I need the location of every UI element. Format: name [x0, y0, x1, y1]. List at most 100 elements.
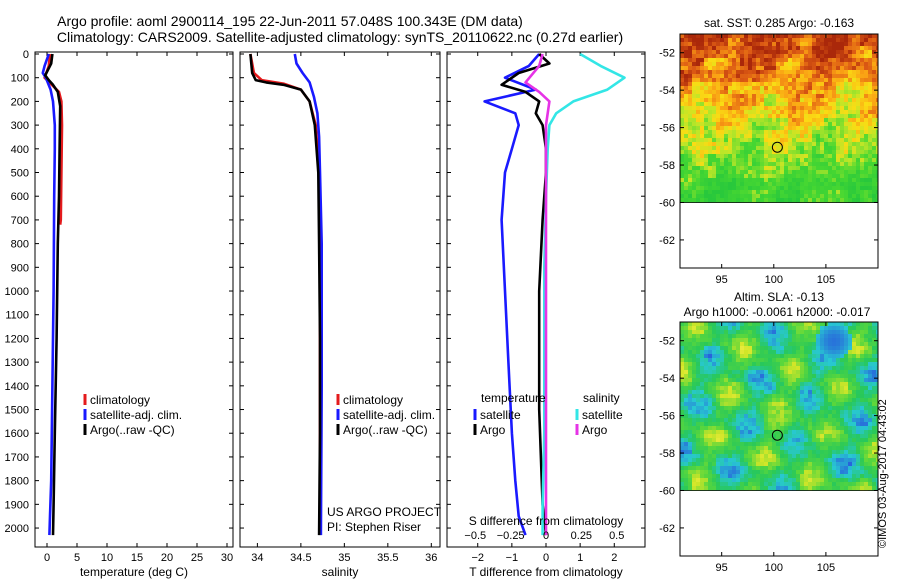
heatmap-cell [716, 134, 721, 139]
heatmap-cell [716, 382, 721, 387]
heatmap-cell [700, 154, 705, 159]
heatmap-cell [812, 322, 817, 327]
heatmap-cell [764, 62, 769, 67]
heatmap-cell [872, 362, 877, 367]
heatmap-cell [792, 478, 797, 483]
heatmap-cell [824, 154, 829, 159]
heatmap-cell [876, 382, 879, 387]
heatmap-cell [820, 354, 825, 359]
heatmap-cell [756, 42, 761, 47]
heatmap-cell [844, 134, 849, 139]
heatmap-cell [804, 70, 809, 75]
heatmap-cell [840, 378, 845, 383]
heatmap-cell [848, 198, 853, 203]
heatmap-cell [792, 394, 797, 399]
heatmap-cell [868, 182, 873, 187]
heatmap-cell [824, 42, 829, 47]
heatmap-cell [876, 66, 879, 71]
heatmap-cell [736, 414, 741, 419]
heatmap-cell [828, 370, 833, 375]
heatmap-cell [724, 398, 729, 403]
heatmap-cell [844, 142, 849, 147]
heatmap-cell [824, 122, 829, 127]
heatmap-cell [744, 174, 749, 179]
heatmap-cell [840, 134, 845, 139]
heatmap-cell [688, 426, 693, 431]
heatmap-cell [820, 106, 825, 111]
heatmap-cell [816, 374, 821, 379]
heatmap-cell [872, 342, 877, 347]
heatmap-cell [764, 50, 769, 55]
heatmap-cell [752, 454, 757, 459]
heatmap-cell [860, 150, 865, 155]
heatmap-cell [860, 426, 865, 431]
y-tick-label: 1100 [5, 310, 29, 322]
heatmap-cell [824, 78, 829, 83]
heatmap-cell [836, 174, 841, 179]
heatmap-cell [872, 422, 877, 427]
heatmap-cell [692, 82, 697, 87]
heatmap-cell [744, 434, 749, 439]
x-tick-label: 34.5 [290, 552, 311, 564]
heatmap-cell [848, 382, 853, 387]
heatmap-cell [856, 138, 861, 143]
heatmap-cell [688, 74, 693, 79]
heatmap-cell [764, 170, 769, 175]
heatmap-cell [780, 482, 785, 487]
heatmap-cell [792, 66, 797, 71]
heatmap-cell [748, 198, 753, 203]
heatmap-cell [716, 462, 721, 467]
heatmap-cell [732, 482, 737, 487]
heatmap-cell [712, 170, 717, 175]
heatmap-cell [848, 350, 853, 355]
heatmap-cell [692, 462, 697, 467]
heatmap-cell [776, 358, 781, 363]
heatmap-cell [720, 478, 725, 483]
heatmap-cell [728, 146, 733, 151]
heatmap-cell [724, 466, 729, 471]
heatmap-cell [832, 78, 837, 83]
heatmap-cell [836, 418, 841, 423]
heatmap-cell [820, 478, 825, 483]
heatmap-cell [796, 142, 801, 147]
heatmap-cell [856, 62, 861, 67]
heatmap-cell [760, 418, 765, 423]
heatmap-cell [860, 118, 865, 123]
heatmap-cell [740, 38, 745, 43]
heatmap-cell [740, 54, 745, 59]
y-tick-label: -58 [659, 160, 675, 172]
heatmap-cell [768, 466, 773, 471]
heatmap-cell [740, 474, 745, 479]
heatmap-cell [780, 438, 785, 443]
heatmap-cell [848, 146, 853, 151]
heatmap-cell [744, 90, 749, 95]
heatmap-cell [804, 142, 809, 147]
heatmap-cell [780, 386, 785, 391]
heatmap-cell [776, 154, 781, 159]
heatmap-cell [792, 430, 797, 435]
heatmap-cell [784, 82, 789, 87]
heatmap-cell [688, 150, 693, 155]
heatmap-cell [692, 58, 697, 63]
heatmap-cell [804, 470, 809, 475]
heatmap-cell [712, 186, 717, 191]
heatmap-cell [832, 166, 837, 171]
heatmap-cell [788, 482, 793, 487]
heatmap-cell [832, 122, 837, 127]
heatmap-cell [688, 406, 693, 411]
heatmap-cell [876, 442, 879, 447]
heatmap-cell [856, 422, 861, 427]
heatmap-cell [720, 470, 725, 475]
heatmap-cell [720, 446, 725, 451]
heatmap-cell [680, 122, 685, 127]
y-tick-label: 1300 [5, 357, 29, 369]
heatmap-cell [736, 442, 741, 447]
heatmap-cell [740, 142, 745, 147]
heatmap-cell [688, 174, 693, 179]
heatmap-cell [776, 486, 781, 491]
heatmap-cell [788, 442, 793, 447]
heatmap-cell [772, 78, 777, 83]
heatmap-cell [732, 166, 737, 171]
heatmap-cell [772, 330, 777, 335]
heatmap-cell [864, 162, 869, 167]
